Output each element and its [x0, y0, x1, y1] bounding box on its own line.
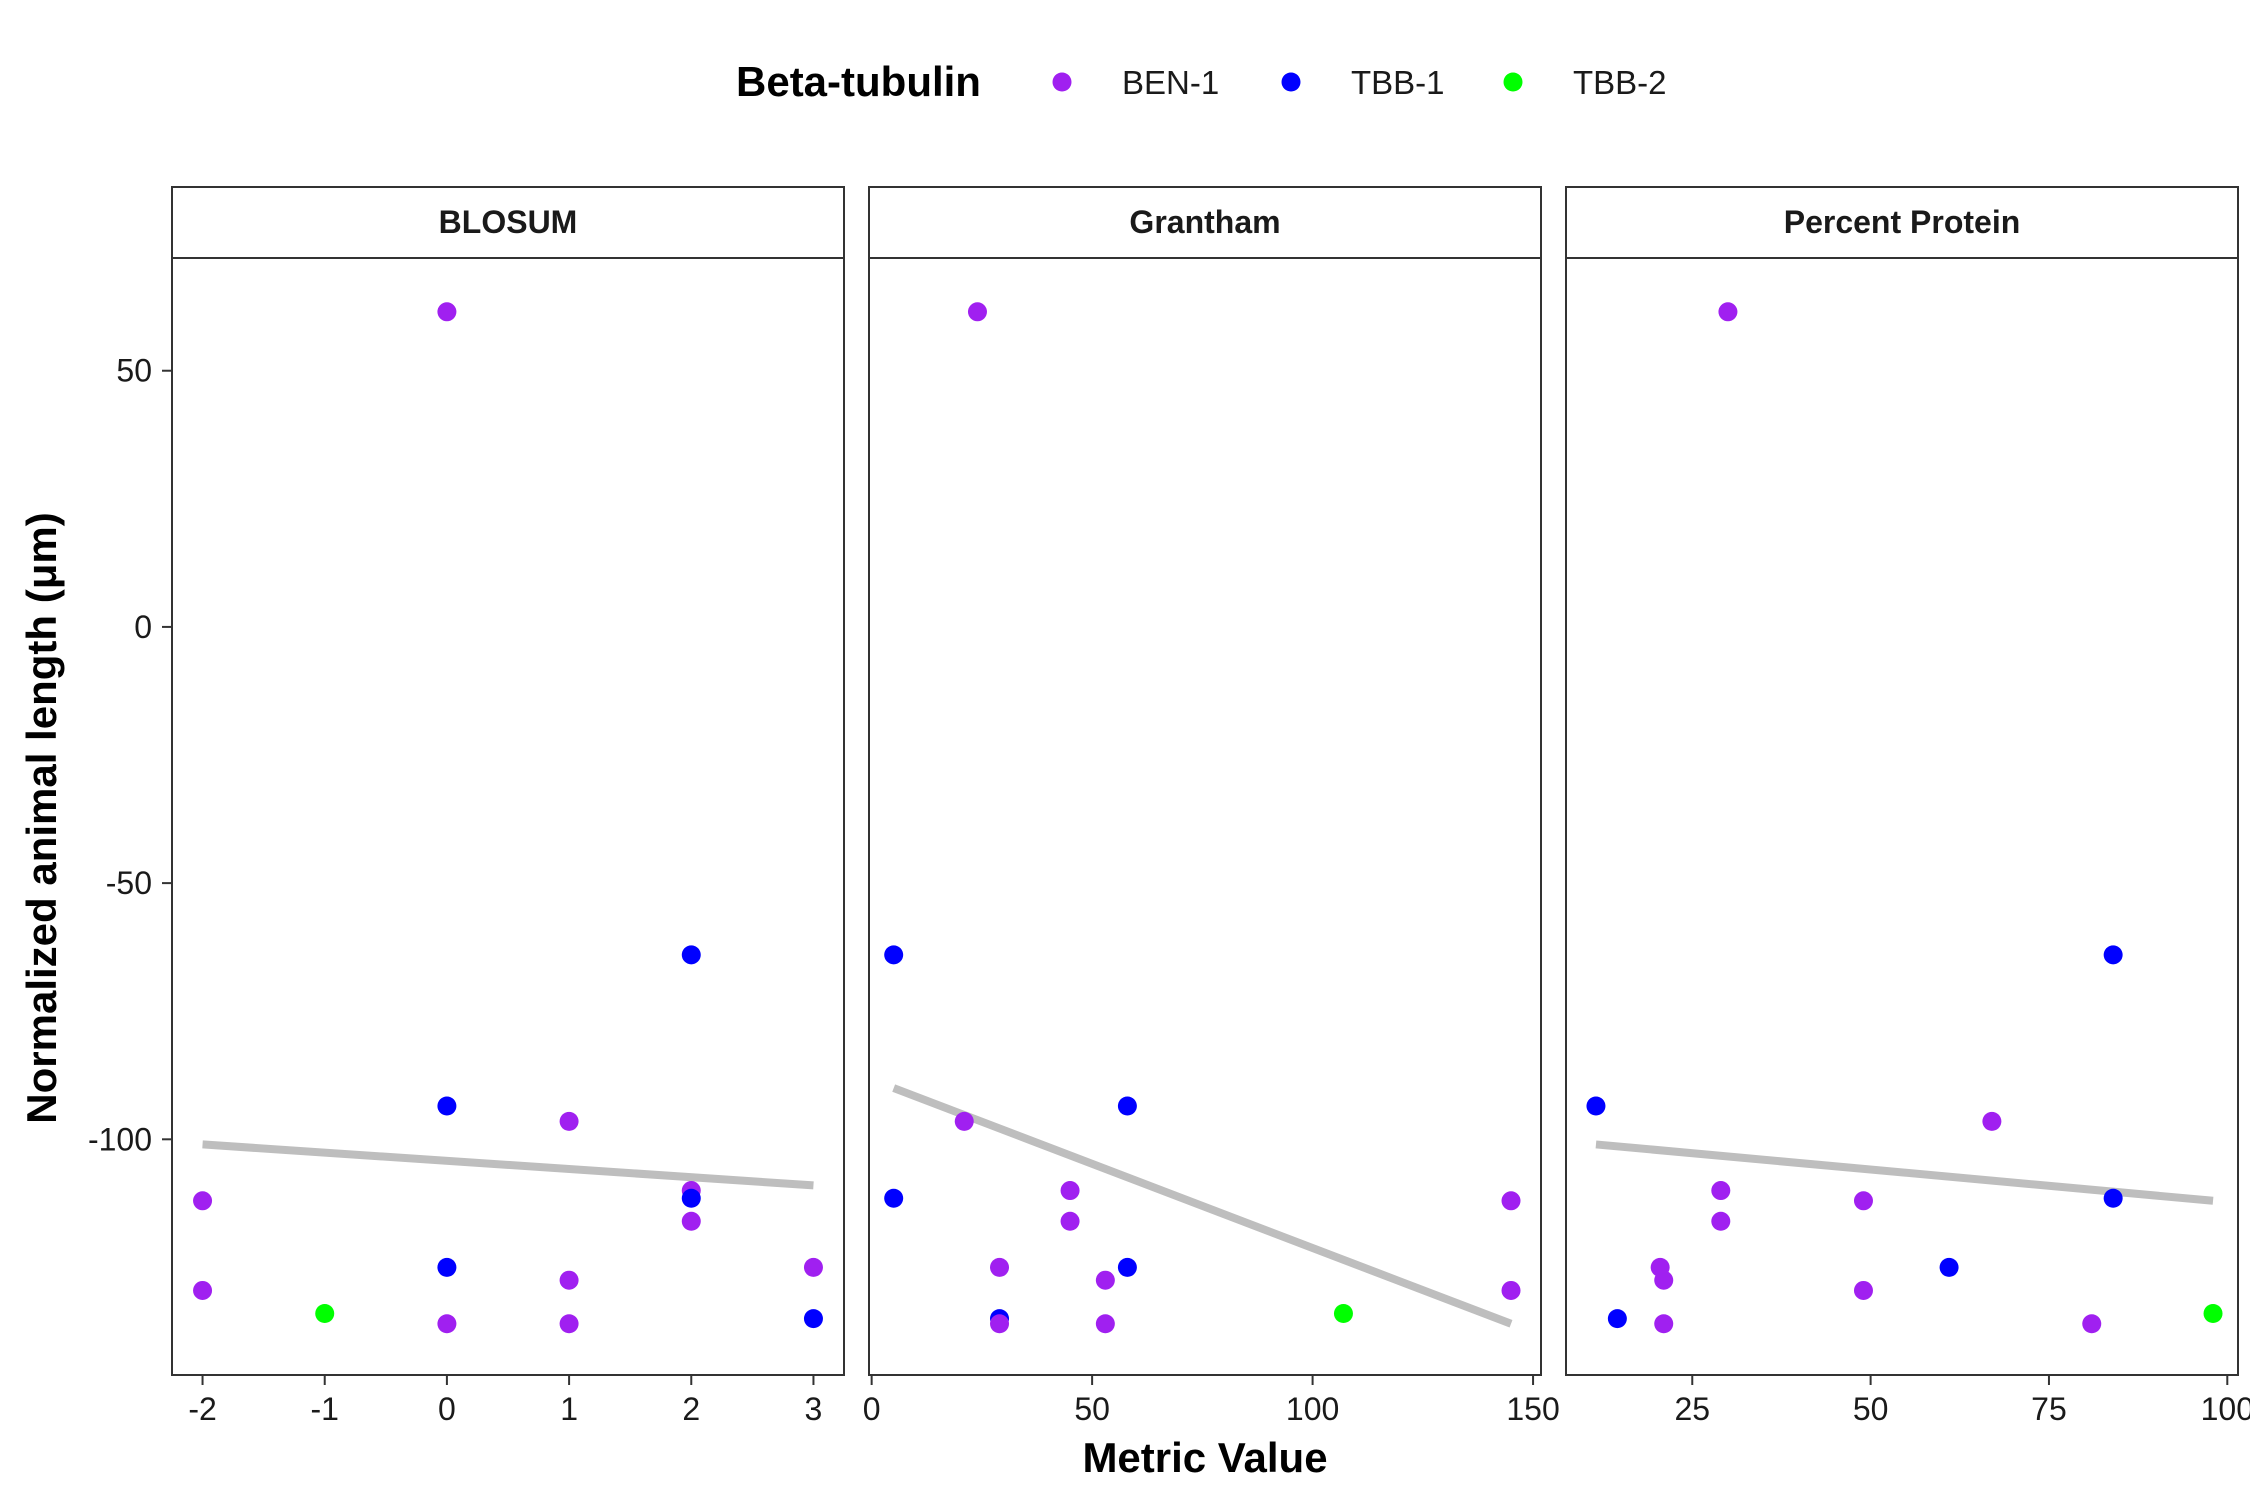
legend-title: Beta-tubulin	[736, 58, 981, 105]
plot-area	[868, 257, 1542, 1376]
data-point-ben-1	[954, 1111, 974, 1131]
data-point-tbb-1	[1586, 1096, 1606, 1116]
data-point-ben-1	[1501, 1191, 1521, 1211]
x-tick-label: 2	[682, 1391, 700, 1427]
data-point-ben-1	[1060, 1181, 1080, 1201]
data-point-ben-1	[1654, 1314, 1674, 1334]
data-point-ben-1	[1501, 1280, 1521, 1300]
data-point-ben-1	[1654, 1270, 1674, 1290]
data-point-ben-1	[1853, 1191, 1873, 1211]
data-point-tbb-1	[437, 1096, 457, 1116]
data-point-ben-1	[1095, 1314, 1115, 1334]
data-point-ben-1	[681, 1211, 701, 1231]
panel-grantham: Grantham 0 50 100 150	[863, 186, 1560, 1427]
y-axis-title: Normalized animal length (μm)	[18, 512, 65, 1123]
data-point-ben-1	[990, 1257, 1010, 1277]
data-point-tbb-1	[2103, 945, 2123, 965]
data-point-ben-1	[559, 1111, 579, 1131]
y-tick-label: 50	[116, 353, 152, 389]
legend-marker-ben-1	[1052, 72, 1072, 92]
trend-line	[202, 1140, 814, 1190]
data-point-tbb-1	[437, 1257, 457, 1277]
x-axis-title: Metric Value	[1082, 1434, 1327, 1481]
data-point-ben-1	[803, 1257, 823, 1277]
x-tick-label: 0	[863, 1391, 881, 1427]
plot-area	[1565, 257, 2239, 1376]
data-point-ben-1	[193, 1191, 213, 1211]
x-tick-label: -1	[311, 1391, 339, 1427]
x-tick-label: 25	[1674, 1391, 1710, 1427]
y-axis: 50 0 -50 -100	[88, 353, 172, 1157]
x-tick-label: 50	[1853, 1391, 1889, 1427]
legend-label-tbb-1: TBB-1	[1351, 64, 1445, 101]
data-point-tbb-2	[1333, 1304, 1353, 1324]
data-point-ben-1	[990, 1314, 1010, 1334]
x-tick-label: -2	[188, 1391, 216, 1427]
plot-area	[171, 257, 845, 1376]
panel-title: BLOSUM	[439, 204, 578, 240]
panel-strip	[1565, 186, 2239, 259]
data-point-ben-1	[559, 1314, 579, 1334]
data-point-tbb-1	[1939, 1257, 1959, 1277]
panel-strip	[868, 186, 1542, 259]
data-point-tbb-1	[884, 945, 904, 965]
data-point-ben-1	[2082, 1314, 2102, 1334]
legend-marker-tbb-1	[1281, 72, 1301, 92]
data-point-tbb-2	[2203, 1304, 2223, 1324]
data-point-ben-1	[559, 1270, 579, 1290]
x-tick-label: 150	[1506, 1391, 1559, 1427]
data-point-ben-1	[193, 1280, 213, 1300]
x-tick-label: 0	[438, 1391, 456, 1427]
y-tick-label: -100	[88, 1121, 152, 1157]
data-point-ben-1	[1853, 1280, 1873, 1300]
panel-title: Grantham	[1129, 204, 1280, 240]
trend-line	[892, 1084, 1513, 1328]
data-point-tbb-1	[1607, 1309, 1627, 1329]
y-tick-label: -50	[106, 865, 152, 901]
data-point-ben-1	[437, 1314, 457, 1334]
data-point-ben-1	[1060, 1211, 1080, 1231]
data-point-ben-1	[1711, 1181, 1731, 1201]
data-point-tbb-1	[681, 1188, 701, 1208]
x-tick-label: 50	[1074, 1391, 1110, 1427]
data-point-ben-1	[437, 302, 457, 322]
data-point-tbb-1	[884, 1188, 904, 1208]
data-point-tbb-1	[2103, 1188, 2123, 1208]
legend: Beta-tubulin BEN-1 TBB-1 TBB-2	[736, 58, 1667, 105]
panel-title: Percent Protein	[1784, 204, 2021, 240]
x-tick-label: 75	[2031, 1391, 2067, 1427]
data-point-tbb-1	[1117, 1257, 1137, 1277]
x-tick-label: 100	[1286, 1391, 1339, 1427]
data-point-tbb-2	[315, 1304, 335, 1324]
data-point-tbb-1	[1117, 1096, 1137, 1116]
legend-label-tbb-2: TBB-2	[1573, 64, 1667, 101]
data-point-ben-1	[967, 302, 987, 322]
panel-percent-protein: Percent Protein 25 50 75 100	[1565, 186, 2250, 1427]
data-point-tbb-1	[681, 945, 701, 965]
data-point-tbb-1	[803, 1309, 823, 1329]
x-tick-label: 3	[805, 1391, 823, 1427]
panel-strip	[171, 186, 845, 259]
data-point-ben-1	[1095, 1270, 1115, 1290]
panel-blosum: BLOSUM -2 -1 0 1 2 3	[171, 186, 845, 1427]
data-point-ben-1	[1711, 1211, 1731, 1231]
legend-marker-tbb-2	[1503, 72, 1523, 92]
x-tick-label: 1	[560, 1391, 578, 1427]
y-tick-label: 0	[134, 609, 152, 645]
legend-label-ben-1: BEN-1	[1122, 64, 1219, 101]
data-point-ben-1	[1718, 302, 1738, 322]
x-tick-label: 100	[2201, 1391, 2250, 1427]
data-point-ben-1	[1982, 1111, 2002, 1131]
